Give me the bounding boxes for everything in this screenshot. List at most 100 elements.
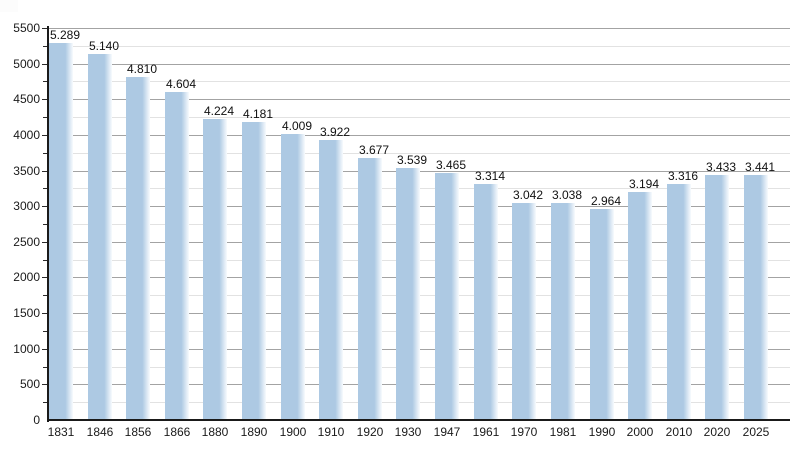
- x-tick-label: 1856: [124, 425, 152, 439]
- y-tick-label: 1500: [13, 306, 40, 321]
- y-major-tick-mark: [42, 99, 47, 101]
- y-major-tick-mark: [42, 206, 47, 208]
- y-minor-tick-mark: [43, 117, 47, 119]
- bar-value-label: 5.140: [88, 39, 120, 53]
- y-major-tick-mark: [42, 170, 47, 172]
- bar: [358, 158, 382, 420]
- y-tick-label: 5000: [13, 56, 40, 71]
- bar: [551, 203, 575, 420]
- bar: [512, 203, 536, 420]
- bar: [319, 140, 343, 420]
- bar-value-label: 3.194: [628, 177, 660, 191]
- bar: [474, 184, 498, 420]
- bar-value-label: 2.964: [590, 194, 622, 208]
- y-minor-tick-mark: [43, 402, 47, 404]
- x-tick-label: 2020: [703, 425, 731, 439]
- x-tick-label: 2000: [626, 425, 654, 439]
- y-major-tick-mark: [42, 277, 47, 279]
- bar-value-label: 5.289: [49, 28, 81, 42]
- bar-value-label: 3.922: [319, 125, 351, 139]
- major-gridline: [49, 134, 790, 136]
- y-tick-label: 4000: [13, 127, 40, 142]
- y-tick-label: 0: [33, 413, 40, 427]
- minor-gridline: [49, 45, 790, 47]
- y-tick-label: 3000: [13, 199, 40, 214]
- y-minor-tick-mark: [43, 152, 47, 154]
- bar-value-label: 3.433: [705, 160, 737, 174]
- corner-artifact: [0, 0, 18, 12]
- y-tick-label: 1000: [13, 341, 40, 356]
- y-major-tick-mark: [42, 28, 47, 29]
- x-tick-label: 1890: [240, 425, 268, 439]
- bar-value-label: 3.465: [435, 158, 467, 172]
- x-tick-label: 2010: [665, 425, 693, 439]
- x-tick-label: 1920: [356, 425, 384, 439]
- x-tick-label: 1910: [317, 425, 345, 439]
- y-minor-tick-mark: [43, 45, 47, 47]
- y-major-tick-mark: [42, 313, 47, 315]
- y-minor-tick-mark: [43, 259, 47, 261]
- y-tick-label: 2500: [13, 234, 40, 249]
- x-tick-label: 1866: [163, 425, 191, 439]
- bar-value-label: 3.441: [744, 160, 776, 174]
- x-tick-label: 1961: [472, 425, 500, 439]
- y-minor-tick-mark: [43, 188, 47, 190]
- y-axis: [47, 26, 49, 422]
- bar-value-label: 3.316: [667, 169, 699, 183]
- bar-value-label: 4.181: [242, 107, 274, 121]
- bar: [628, 192, 652, 420]
- x-tick-label: 2025: [742, 425, 770, 439]
- bar: [88, 54, 112, 420]
- bar: [242, 122, 266, 420]
- bar: [435, 173, 459, 420]
- bar: [705, 175, 729, 420]
- y-minor-tick-mark: [43, 81, 47, 83]
- y-major-tick-mark: [42, 348, 47, 350]
- bar-value-label: 4.224: [203, 104, 235, 118]
- x-tick-label: 1900: [279, 425, 307, 439]
- x-tick-label: 1846: [86, 425, 114, 439]
- major-gridline: [49, 63, 790, 65]
- minor-gridline: [49, 81, 790, 83]
- bar-value-label: 3.677: [358, 143, 390, 157]
- y-minor-tick-mark: [43, 330, 47, 332]
- y-major-tick-mark: [42, 63, 47, 65]
- y-tick-label: 4500: [13, 92, 40, 107]
- bar: [126, 77, 150, 420]
- major-gridline: [49, 99, 790, 101]
- major-gridline: [49, 28, 790, 29]
- bar: [744, 175, 768, 420]
- bar-value-label: 4.009: [281, 119, 313, 133]
- x-axis: [47, 419, 790, 421]
- bar: [667, 184, 691, 420]
- bar: [396, 168, 420, 420]
- bar-value-label: 3.539: [396, 153, 428, 167]
- x-tick-label: 1990: [588, 425, 616, 439]
- bar: [203, 119, 227, 420]
- bar-value-label: 4.810: [126, 62, 158, 76]
- x-tick-label: 1930: [394, 425, 422, 439]
- y-major-tick-mark: [42, 241, 47, 243]
- y-major-tick-mark: [42, 384, 47, 386]
- y-tick-label: 3500: [13, 163, 40, 178]
- bar-value-label: 3.038: [551, 188, 583, 202]
- bar-value-label: 4.604: [165, 77, 197, 91]
- minor-gridline: [49, 152, 790, 154]
- x-tick-label: 1970: [510, 425, 538, 439]
- y-minor-tick-mark: [43, 224, 47, 225]
- bar-value-label: 3.042: [512, 188, 544, 202]
- minor-gridline: [49, 117, 790, 119]
- y-tick-label: 2000: [13, 270, 40, 285]
- x-tick-label: 1947: [433, 425, 461, 439]
- bar: [165, 92, 189, 420]
- y-tick-label: 5500: [13, 21, 40, 35]
- x-tick-label: 1831: [47, 425, 75, 439]
- y-major-tick-mark: [42, 134, 47, 136]
- bar: [590, 209, 614, 420]
- x-tick-label: 1880: [201, 425, 229, 439]
- y-minor-tick-mark: [43, 366, 47, 368]
- bar: [281, 134, 305, 420]
- bar-value-label: 3.314: [474, 169, 506, 183]
- x-tick-label: 1981: [549, 425, 577, 439]
